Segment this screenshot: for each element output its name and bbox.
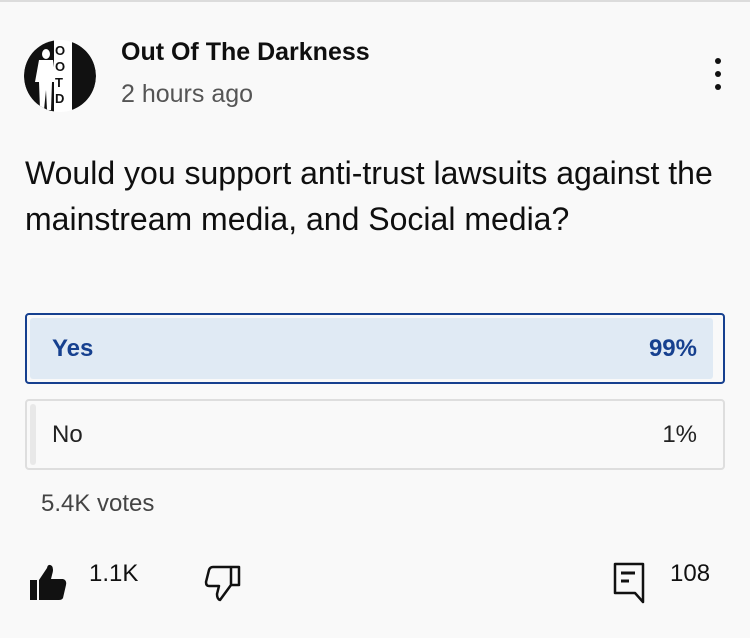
- comment-icon[interactable]: [613, 562, 647, 609]
- poll-option-label: Yes: [52, 335, 94, 362]
- top-divider: [0, 0, 750, 2]
- avatar-logo-icon: [24, 40, 96, 112]
- like-count: 1.1K: [89, 560, 139, 587]
- thumb-up-icon[interactable]: [29, 563, 67, 606]
- poll-option-label: No: [52, 421, 83, 448]
- poll-question: Would you support anti-trust lawsuits ag…: [25, 155, 713, 237]
- avatar-logo-text: OOTD: [55, 43, 66, 106]
- poll-result-bar: [30, 318, 714, 379]
- poll-option-no[interactable]: No 1%: [25, 399, 725, 470]
- comment-count[interactable]: 108: [670, 560, 711, 587]
- poll-option-percent: 99%: [648, 335, 697, 362]
- post-time: 2 hours ago: [121, 80, 254, 108]
- poll-result-bar: [30, 404, 36, 465]
- poll-option-percent: 1%: [662, 421, 697, 448]
- thumb-down-icon[interactable]: [204, 565, 242, 608]
- more-vert-icon[interactable]: [706, 58, 730, 92]
- channel-avatar[interactable]: OOTD: [24, 40, 96, 112]
- channel-name[interactable]: Out Of The Darkness: [121, 38, 370, 66]
- vote-count: 5.4K votes: [41, 490, 155, 517]
- poll-option-yes[interactable]: Yes 99%: [25, 313, 725, 384]
